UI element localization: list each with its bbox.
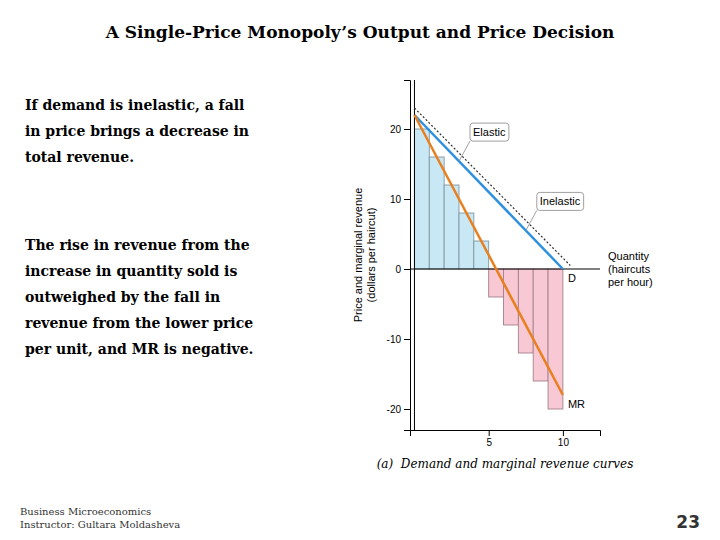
tick-mark [404, 409, 410, 410]
tick-label: 0 [395, 264, 401, 275]
tick: 10 [558, 430, 570, 448]
tick-label: 10 [390, 194, 402, 205]
line [414, 115, 562, 395]
annotation-connector [459, 141, 470, 161]
panel-text: outweighed by the fall in [25, 289, 220, 305]
line-label: MR [568, 398, 585, 410]
x-axis: 5 10 [411, 430, 601, 448]
annotation: Inelastic [526, 192, 584, 230]
plot-marks [410, 80, 600, 430]
annotation-text: Elastic [473, 126, 506, 138]
bar [444, 185, 459, 269]
axis-domain [404, 81, 411, 431]
page: A Single-Price Monopoly’s Output and Pri… [0, 0, 720, 540]
tick-label: 10 [558, 437, 570, 448]
zero-line [410, 269, 600, 270]
text-line: Quantity [608, 250, 649, 262]
text-line: Price and marginal revenue [352, 188, 364, 323]
zero-line [414, 80, 415, 430]
line [414, 115, 562, 269]
tick-mark [404, 199, 410, 200]
panel-text: increase in quantity sold is [25, 263, 237, 279]
tick-label: -20 [387, 404, 402, 415]
panel-text: total revenue. [25, 149, 134, 165]
bar [474, 241, 489, 269]
annotation-box [470, 123, 509, 141]
annotation-text: Inelastic [540, 195, 581, 207]
annotation-box [537, 192, 584, 210]
footer: Business Microeconomics [20, 506, 151, 517]
panel-text: revenue from the lower price [25, 315, 253, 331]
tick-mark [563, 430, 564, 436]
tick: 10 [390, 194, 410, 205]
tick-label: 5 [486, 437, 492, 448]
tick-label: -10 [387, 334, 402, 345]
text-line: per hour) [608, 276, 653, 288]
annotation-connector [526, 210, 537, 230]
panel-text: The rise in revenue from the [25, 237, 250, 253]
text-line: (dollars per haircut) [365, 208, 377, 303]
axis-domain [411, 431, 601, 437]
bar [414, 129, 429, 269]
y-axis: -20 -10 0 10 20 [387, 81, 411, 431]
tick: 0 [395, 264, 410, 275]
tick-mark [489, 430, 490, 436]
tick: -20 [387, 404, 410, 415]
panel-text: If demand is inelastic, a fall [25, 97, 244, 113]
tick: 20 [390, 124, 410, 135]
line-label: D [568, 272, 576, 284]
text-line: (haircuts [608, 263, 651, 275]
line [414, 108, 570, 266]
bar [429, 157, 444, 269]
bar [489, 269, 504, 297]
tick: 5 [486, 430, 492, 448]
tick-label: 20 [390, 124, 402, 135]
annotation: Elastic [459, 123, 509, 161]
labels: D MR Elastic Inelastic [459, 123, 585, 410]
panel-text: in price brings a decrease in [25, 123, 249, 139]
title: A Single-Price Monopoly’s Output and Pri… [105, 22, 615, 42]
x-axis-label: Quantity(haircutsper hour) [608, 250, 653, 288]
caption: (a) Demand and marginal revenue curves [377, 457, 634, 471]
bar [548, 269, 563, 409]
panel-text: per unit, and MR is negative. [25, 341, 253, 357]
tick-mark [404, 339, 410, 340]
footer: Instructor: Gultara Moldasheva [20, 519, 180, 530]
bar [518, 269, 533, 353]
tick: -10 [387, 334, 410, 345]
tick-mark [404, 269, 410, 270]
page-number: 23 [676, 512, 700, 532]
tick-mark [404, 129, 410, 130]
y-axis-label: Price and marginal revenue(dollars per h… [352, 188, 377, 323]
